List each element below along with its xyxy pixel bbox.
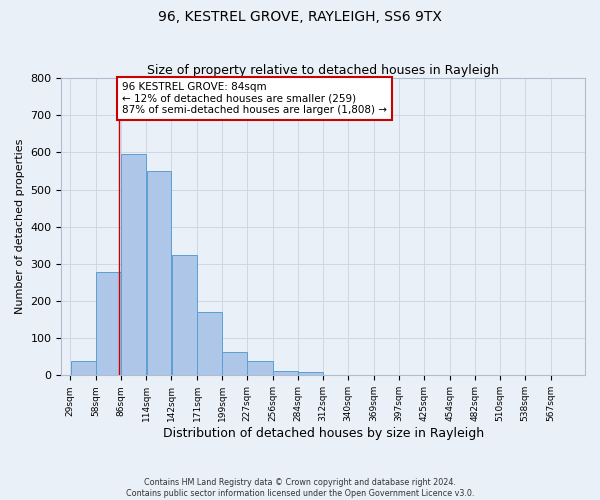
Bar [298,372,323,376]
Bar [247,361,273,376]
Bar [97,272,121,376]
Title: Size of property relative to detached houses in Rayleigh: Size of property relative to detached ho… [147,64,499,77]
X-axis label: Distribution of detached houses by size in Rayleigh: Distribution of detached houses by size … [163,427,484,440]
Text: 96 KESTREL GROVE: 84sqm
← 12% of detached houses are smaller (259)
87% of semi-d: 96 KESTREL GROVE: 84sqm ← 12% of detache… [122,82,387,115]
Bar [121,154,146,376]
Bar [172,254,197,376]
Bar [146,171,171,376]
Bar [274,370,298,376]
Text: 96, KESTREL GROVE, RAYLEIGH, SS6 9TX: 96, KESTREL GROVE, RAYLEIGH, SS6 9TX [158,10,442,24]
Bar [197,312,222,376]
Text: Contains HM Land Registry data © Crown copyright and database right 2024.
Contai: Contains HM Land Registry data © Crown c… [126,478,474,498]
Y-axis label: Number of detached properties: Number of detached properties [15,139,25,314]
Bar [223,352,247,376]
Bar [71,361,96,376]
